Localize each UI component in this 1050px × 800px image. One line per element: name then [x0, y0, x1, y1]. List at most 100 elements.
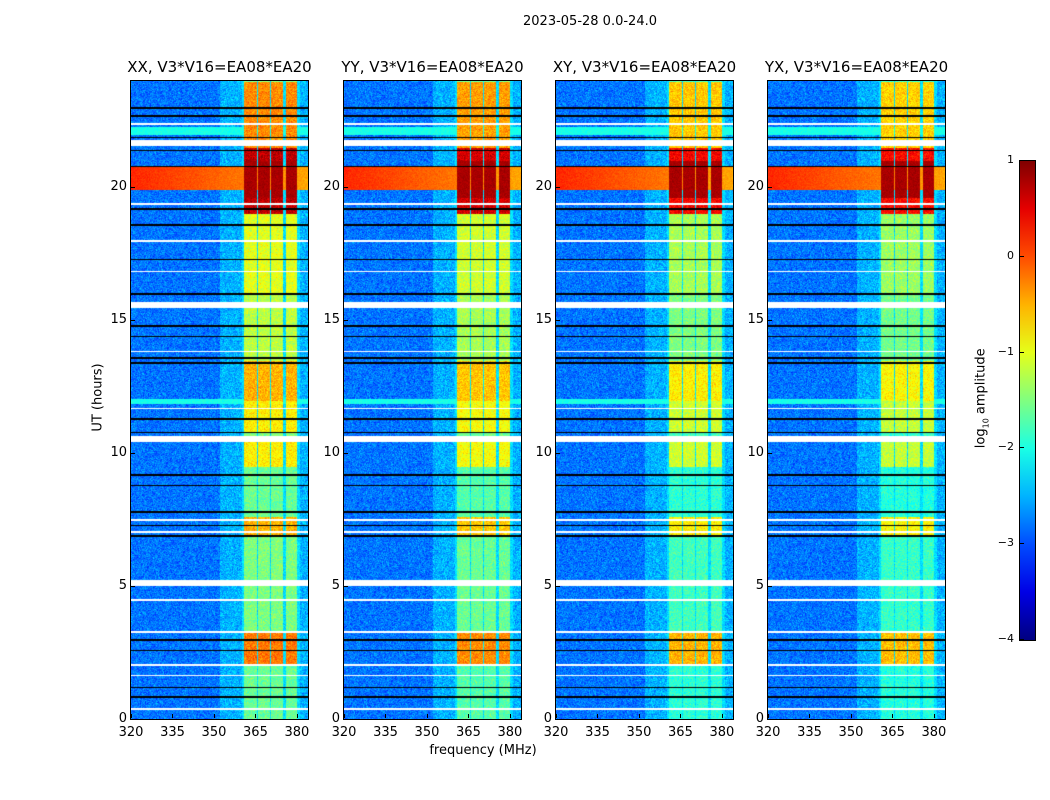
y-tick — [768, 453, 772, 455]
x-tick — [892, 714, 894, 718]
colorbar-tick — [1020, 639, 1024, 640]
y-tick-label: 10 — [323, 445, 340, 461]
x-tick-label: 350 — [414, 725, 440, 740]
x-tick-label: 365 — [243, 725, 268, 740]
y-tick — [131, 453, 135, 455]
y-tick — [131, 586, 135, 588]
colorbar-tick-label: −2 — [997, 440, 1014, 454]
x-tick — [509, 714, 511, 718]
colorbar-tick — [1020, 447, 1024, 449]
colorbar-tick — [1020, 543, 1024, 545]
x-tick — [131, 714, 132, 718]
y-tick-label: 5 — [543, 578, 552, 594]
x-tick-label: 335 — [160, 725, 185, 740]
spectrogram-heatmap — [768, 81, 945, 719]
y-tick-label: 0 — [118, 711, 127, 726]
x-tick-label: 380 — [284, 725, 310, 740]
x-tick — [213, 714, 215, 718]
y-tick — [131, 187, 135, 189]
y-tick — [131, 320, 135, 322]
y-tick-label: 5 — [331, 578, 340, 594]
panel-title: YX, V3*V16=EA08*EA20 — [764, 58, 949, 76]
panel-title: XX, V3*V16=EA08*EA20 — [127, 58, 312, 76]
x-axis-label: frequency (MHz) — [429, 743, 537, 758]
x-tick — [680, 714, 682, 718]
x-tick — [556, 714, 557, 718]
x-tick — [809, 714, 811, 718]
x-tick — [344, 714, 345, 718]
y-tick — [344, 719, 348, 720]
y-tick-label: 15 — [535, 312, 552, 328]
y-tick-label: 15 — [747, 312, 764, 328]
y-tick — [131, 719, 135, 720]
x-tick — [172, 714, 174, 718]
y-tick — [768, 586, 772, 588]
x-tick — [933, 714, 935, 718]
x-tick-label: 320 — [331, 725, 357, 740]
spectrogram-panel: YY, V3*V16=EA08*EA20 320 335 350 365 380 0 5 10 1… — [323, 58, 523, 740]
x-tick-label: 365 — [668, 725, 693, 740]
y-tick-label: 10 — [535, 445, 552, 461]
panel-title: YY, V3*V16=EA08*EA20 — [341, 58, 524, 76]
y-tick-label: 5 — [755, 578, 764, 594]
x-tick-label: 350 — [626, 725, 652, 740]
colorbar-tick-label: −3 — [997, 536, 1014, 550]
spectrogram-heatmap — [344, 81, 521, 719]
y-axis-label: UT (hours) — [90, 363, 106, 432]
spectrogram-heatmap — [556, 81, 733, 719]
spectrogram-panel: XX, V3*V16=EA08*EA20 320 335 350 365 380 0 5 10 1… — [110, 58, 311, 740]
x-tick — [426, 714, 428, 718]
x-tick-label: 320 — [755, 725, 781, 740]
y-tick — [344, 586, 348, 588]
colorbar-tick — [1020, 160, 1024, 161]
x-tick — [597, 714, 599, 718]
y-tick — [556, 719, 560, 720]
x-tick — [850, 714, 852, 718]
y-tick — [556, 320, 560, 322]
y-tick-label: 15 — [110, 312, 127, 328]
colorbar-tick — [1020, 351, 1024, 353]
y-tick-label: 20 — [747, 179, 764, 195]
x-tick-label: 365 — [456, 725, 481, 740]
y-tick-label: 10 — [747, 445, 764, 461]
x-tick — [721, 714, 723, 718]
colorbar-tick-label: −1 — [997, 344, 1014, 358]
y-tick — [344, 320, 348, 322]
y-tick — [344, 453, 348, 455]
colorbar-tick — [1020, 255, 1024, 257]
y-tick — [768, 719, 772, 720]
x-tick — [296, 714, 298, 718]
y-tick-label: 20 — [535, 179, 552, 195]
y-tick-label: 0 — [543, 711, 552, 726]
x-tick-label: 320 — [118, 725, 144, 740]
panel-title: XY, V3*V16=EA08*EA20 — [552, 58, 737, 76]
x-tick-label: 365 — [880, 725, 905, 740]
x-tick-label: 380 — [497, 725, 523, 740]
y-tick-label: 0 — [755, 711, 764, 726]
spectrogram-panel: YX, V3*V16=EA08*EA20 320 335 350 365 380 0 5 10 1… — [747, 58, 948, 740]
x-tick — [768, 714, 769, 718]
x-tick-label: 380 — [709, 725, 735, 740]
x-tick — [638, 714, 640, 718]
x-tick — [255, 714, 257, 718]
y-tick-label: 0 — [331, 711, 340, 726]
y-tick — [556, 453, 560, 455]
colorbar-tick-label: 0 — [1007, 248, 1014, 262]
y-tick-label: 20 — [110, 179, 127, 195]
x-tick-label: 335 — [585, 725, 610, 740]
x-tick — [385, 714, 387, 718]
y-tick — [768, 320, 772, 322]
colorbar-tick-label: −4 — [997, 632, 1014, 645]
x-tick-label: 350 — [838, 725, 864, 740]
y-tick-label: 5 — [118, 578, 127, 594]
colorbar-tick-label: 1 — [1007, 153, 1014, 166]
figure-title: 2023-05-28 0.0-24.0 — [523, 14, 657, 29]
y-tick — [556, 187, 560, 189]
spectrogram-panel: XY, V3*V16=EA08*EA20 320 335 350 365 380 0 5 10 1… — [535, 58, 736, 740]
y-tick — [768, 187, 772, 189]
x-tick — [468, 714, 470, 718]
spectrogram-heatmap — [131, 81, 308, 719]
x-tick-label: 350 — [201, 725, 227, 740]
colorbar — [1019, 160, 1036, 641]
y-tick — [556, 586, 560, 588]
